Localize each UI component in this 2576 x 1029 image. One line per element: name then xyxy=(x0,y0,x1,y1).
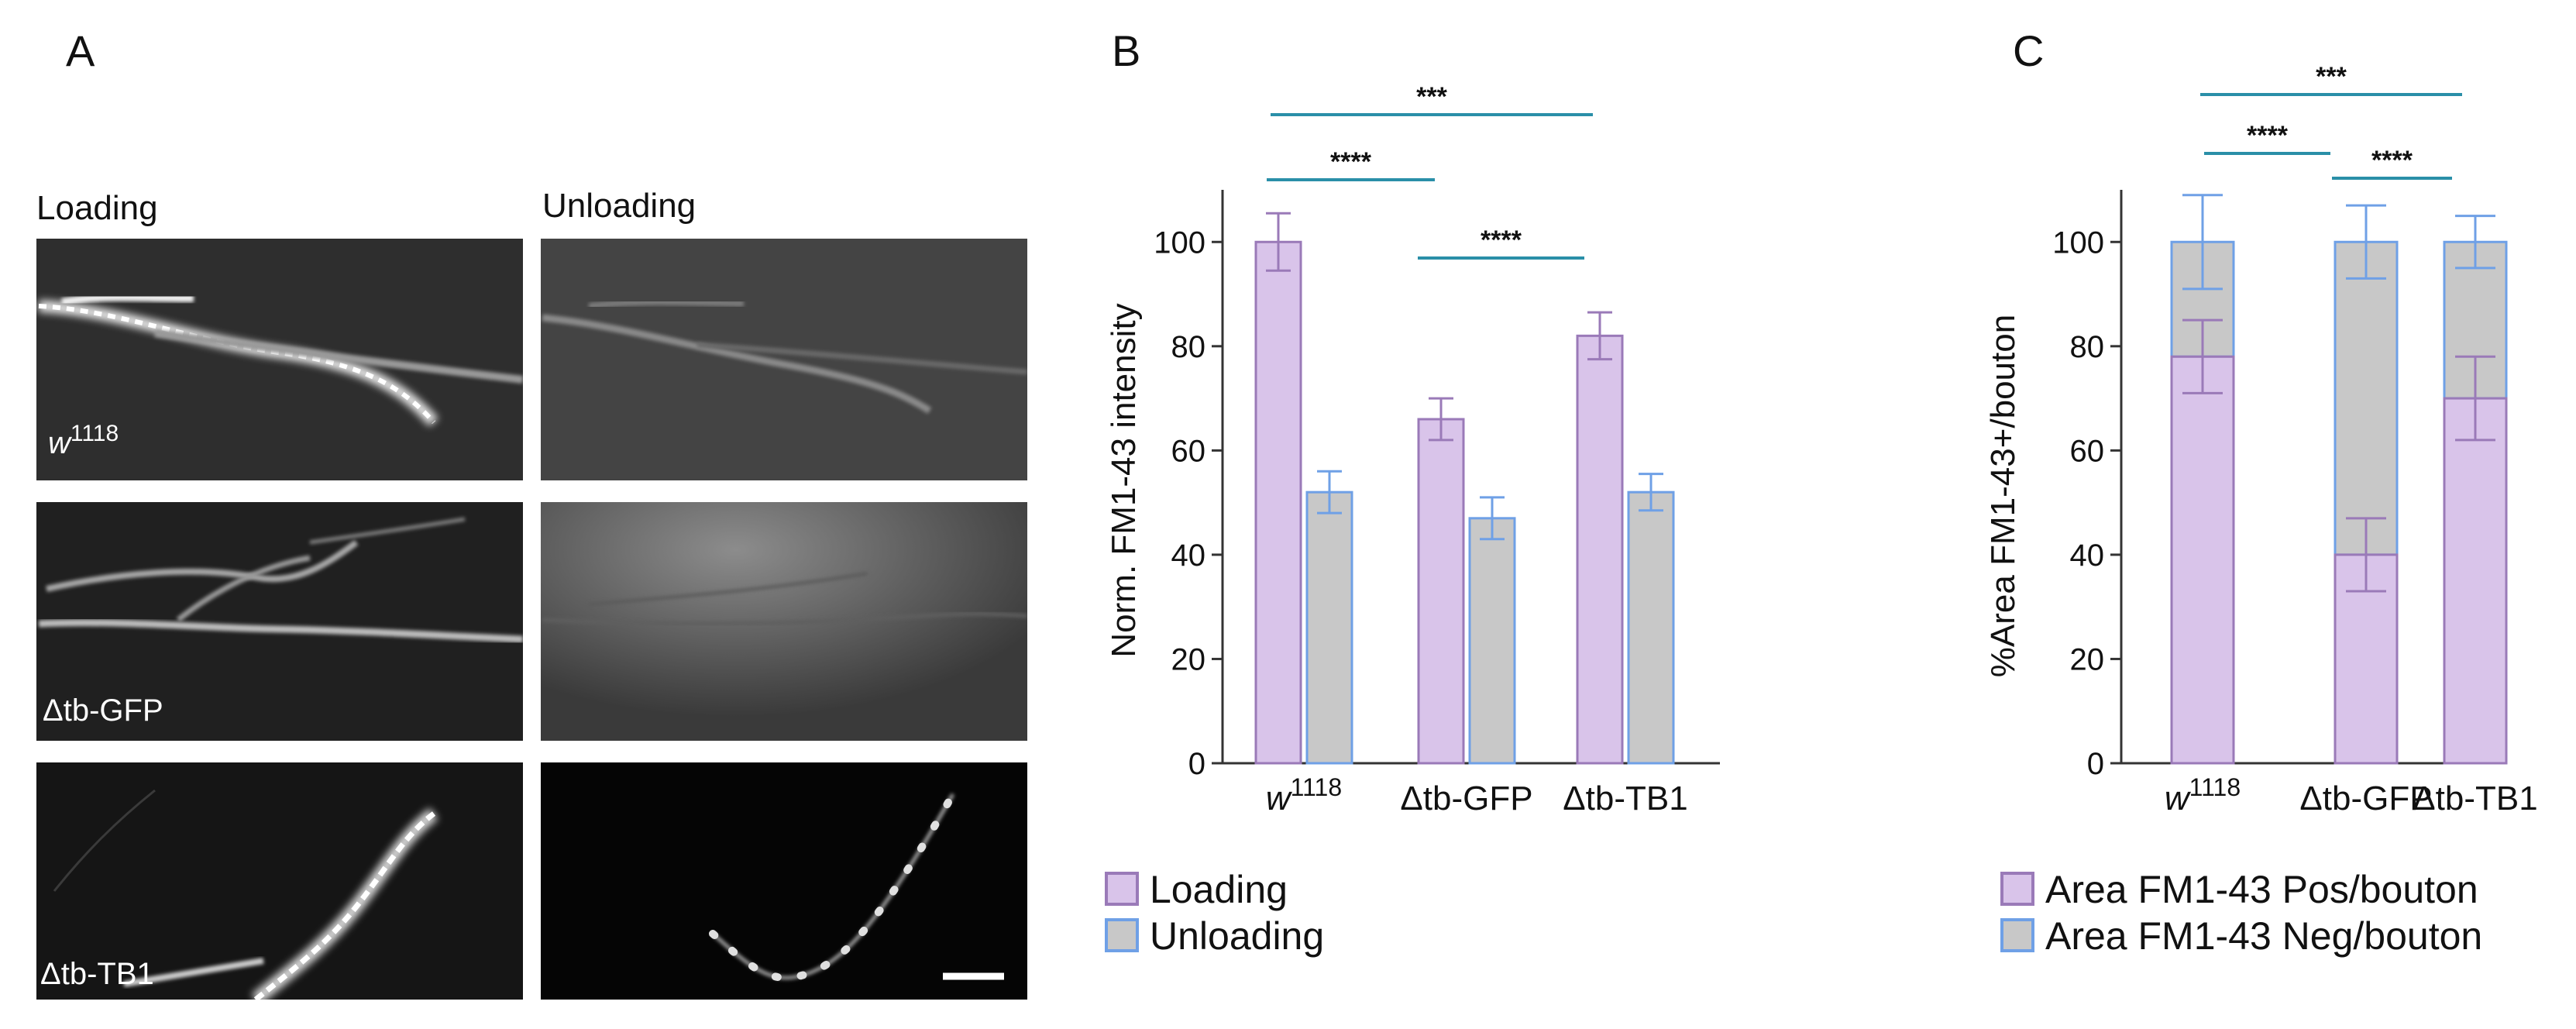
panel-b-ytick-label: 40 xyxy=(1171,539,1206,573)
svg-text:****: **** xyxy=(2371,146,2413,175)
panel-c-ytick-label: 0 xyxy=(2087,747,2104,781)
panel-b-bar-loading-w1118-error xyxy=(1266,212,1291,272)
panel-c-ytick-label: 20 xyxy=(2070,642,2105,676)
panel-c-legend-pos: Area FM1-43 Pos/bouton xyxy=(2000,868,2478,911)
panel-b-bar-loading-dtb-gfp xyxy=(1417,418,1465,765)
panel-b-bar-loading-w1118 xyxy=(1254,240,1302,765)
panel-c-bar-area-fm1-43-neg-bouton-w1118-error xyxy=(2182,194,2223,291)
panel-c-ytick-label: 100 xyxy=(2052,225,2104,260)
svg-text:Loading: Loading xyxy=(1150,868,1288,911)
panel-b-ytick-label: 0 xyxy=(1188,747,1205,781)
genotype-label-w1118: w1118 xyxy=(48,421,119,460)
svg-text:****: **** xyxy=(2247,121,2289,150)
micrograph-w1118-loading xyxy=(36,239,523,480)
panel-c-ytick-label: 80 xyxy=(2070,330,2105,364)
column-label-loading: Loading xyxy=(36,189,158,227)
panel-a: A Loading Unloading w1118 xyxy=(36,26,1027,1000)
panel-c-bar-area-fm1-43-neg-bouton-dtb-tb1-error xyxy=(2455,215,2495,270)
genotype-label-dtb-tb1: Δtb-TB1 xyxy=(40,957,154,991)
panel-c-bar-area-fm1-43-pos-bouton-w1118-error xyxy=(2182,318,2223,394)
panel-b-ytick-label: 60 xyxy=(1171,434,1206,468)
panel-b-legend-loading: Loading xyxy=(1105,868,1288,911)
panel-b-bar-loading-dtb-tb1 xyxy=(1576,334,1624,765)
panel-c-bar-area-fm1-43-pos-bouton-dtb-tb1 xyxy=(2443,397,2508,765)
panel-b-bar-loading-dtb-gfp-error xyxy=(1429,397,1453,442)
panel-c-sig-w1118-vs-dtb-tb1: *** xyxy=(2200,62,2462,96)
micrograph-dtb-tb1-loading xyxy=(36,762,523,1000)
panel-c-bar-area-fm1-43-neg-bouton-dtb-gfp-error xyxy=(2346,204,2386,280)
panel-b-ytick-label: 80 xyxy=(1171,330,1206,364)
panel-b-ylabel: Norm. FM1-43 intensity xyxy=(1105,303,1143,657)
panel-b-ytick-label: 20 xyxy=(1171,642,1206,676)
panel-c-ytick-label: 60 xyxy=(2070,434,2105,468)
panel-c-sig-dtb-gfp-vs-dtb-tb1: **** xyxy=(2332,146,2452,180)
panel-b-sig-dtb-gfp-vs-dtb-tb1: **** xyxy=(1418,225,1584,260)
panel-c-ytick-label: 40 xyxy=(2070,539,2105,573)
panel-b-bar-unloading-dtb-tb1-error xyxy=(1639,473,1663,512)
panel-c-bar-area-fm1-43-pos-bouton-dtb-gfp-error xyxy=(2346,517,2386,593)
micrograph-dtb-gfp-unloading xyxy=(541,502,1027,741)
panel-b-legend-unloading: Unloading xyxy=(1105,914,1324,958)
panel-b-xtick-dtb-gfp: Δtb-GFP xyxy=(1400,779,1532,817)
micrograph-dtb-tb1-unloading xyxy=(541,762,1027,1000)
panel-b-xtick-w1118: w1118 xyxy=(1266,773,1342,817)
panel-c-ylabel: %Area FM1-43+/bouton xyxy=(1984,315,2022,677)
panel-c-bar-area-fm1-43-neg-bouton-dtb-gfp xyxy=(2334,240,2399,556)
panel-b-bar-unloading-dtb-gfp-error xyxy=(1480,496,1505,541)
panel-b-chart: B Norm. FM1-43 intensity 0 20 40 60 80 100 **… xyxy=(1105,26,1720,958)
svg-text:Unloading: Unloading xyxy=(1150,914,1324,958)
panel-b-bar-unloading-dtb-tb1 xyxy=(1627,490,1675,765)
panel-c-xtick-dtb-tb1: Δtb-TB1 xyxy=(2413,779,2537,817)
micrograph-dtb-gfp-loading xyxy=(36,502,523,741)
panel-b-sig-w1118-vs-dtb-gfp: **** xyxy=(1267,147,1435,181)
panel-b-letter: B xyxy=(1112,26,1140,75)
svg-text:****: **** xyxy=(1330,147,1372,177)
panel-c-bar-area-fm1-43-pos-bouton-dtb-tb1-error xyxy=(2455,355,2495,442)
panel-b-bar-unloading-w1118 xyxy=(1305,490,1353,765)
panel-c-xtick-w1118: w1118 xyxy=(2165,773,2241,817)
svg-text:Area FM1-43 Pos/bouton: Area FM1-43 Pos/bouton xyxy=(2045,868,2478,911)
panel-c-sig-w1118-vs-dtb-gfp: **** xyxy=(2204,121,2330,155)
svg-text:***: *** xyxy=(1416,82,1447,112)
panel-c-legend-neg: Area FM1-43 Neg/bouton xyxy=(2000,914,2482,958)
genotype-label-dtb-gfp: Δtb-GFP xyxy=(43,693,163,728)
panel-b-ytick-label: 100 xyxy=(1154,225,1205,260)
svg-text:***: *** xyxy=(2316,62,2347,91)
panel-b-bar-loading-dtb-tb1-error xyxy=(1587,311,1612,361)
panel-a-letter: A xyxy=(66,26,95,75)
panel-c-letter: C xyxy=(2013,26,2044,75)
panel-b-bar-unloading-dtb-gfp xyxy=(1468,517,1516,765)
panel-b-xtick-dtb-tb1: Δtb-TB1 xyxy=(1563,779,1687,817)
svg-text:****: **** xyxy=(1481,225,1522,255)
panel-b-sig-w1118-vs-dtb-tb1: *** xyxy=(1271,82,1593,116)
panel-c-bar-area-fm1-43-pos-bouton-w1118 xyxy=(2170,355,2235,765)
panel-b-bar-unloading-w1118-error xyxy=(1317,470,1342,514)
column-label-unloading: Unloading xyxy=(542,187,696,225)
svg-text:Area FM1-43 Neg/bouton: Area FM1-43 Neg/bouton xyxy=(2045,914,2482,958)
micrograph-w1118-unloading xyxy=(541,239,1027,480)
panel-c-xtick-dtb-gfp: Δtb-GFP xyxy=(2299,779,2432,817)
